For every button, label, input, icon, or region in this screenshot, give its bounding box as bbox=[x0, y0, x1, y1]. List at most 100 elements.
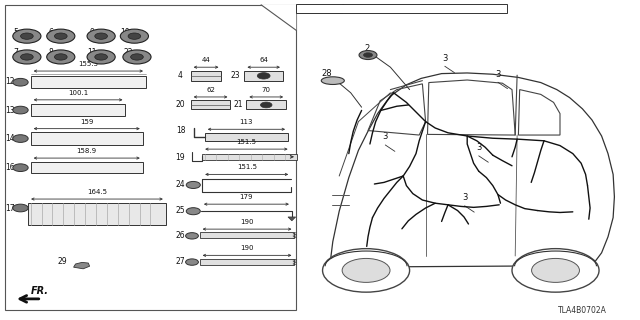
Bar bbox=[191, 71, 221, 81]
Text: 25: 25 bbox=[175, 206, 186, 215]
Text: TLA4B0702A: TLA4B0702A bbox=[558, 306, 607, 315]
Circle shape bbox=[20, 33, 33, 39]
Text: 22: 22 bbox=[124, 48, 132, 57]
Bar bbox=[31, 104, 125, 116]
Text: 21: 21 bbox=[234, 100, 243, 108]
Circle shape bbox=[87, 50, 115, 64]
Text: 3: 3 bbox=[495, 70, 500, 79]
Text: 18: 18 bbox=[176, 126, 185, 135]
Text: 12: 12 bbox=[5, 77, 14, 86]
Text: 6: 6 bbox=[49, 28, 54, 36]
Text: 29: 29 bbox=[58, 257, 68, 266]
Bar bbox=[31, 162, 143, 173]
Bar bbox=[31, 76, 146, 88]
Circle shape bbox=[364, 53, 372, 57]
Text: 28: 28 bbox=[321, 69, 332, 78]
Text: 3: 3 bbox=[383, 132, 388, 141]
Circle shape bbox=[323, 249, 410, 292]
Bar bbox=[202, 154, 297, 160]
Text: 8: 8 bbox=[49, 48, 54, 57]
Text: 1: 1 bbox=[340, 4, 345, 13]
Text: 3: 3 bbox=[462, 193, 467, 202]
Bar bbox=[5, 5, 296, 310]
Bar bbox=[200, 232, 294, 238]
Circle shape bbox=[13, 78, 28, 86]
Text: 62: 62 bbox=[206, 87, 215, 93]
Polygon shape bbox=[261, 5, 296, 30]
Text: 26: 26 bbox=[175, 231, 186, 240]
Circle shape bbox=[128, 33, 141, 39]
Text: 100.1: 100.1 bbox=[68, 90, 88, 96]
Bar bbox=[244, 71, 283, 81]
Circle shape bbox=[13, 204, 28, 212]
Circle shape bbox=[47, 50, 75, 64]
Text: 11: 11 bbox=[87, 48, 96, 57]
Bar bbox=[246, 100, 286, 109]
Circle shape bbox=[47, 29, 75, 43]
Bar bbox=[200, 259, 294, 265]
Bar bbox=[191, 100, 230, 109]
Circle shape bbox=[13, 29, 41, 43]
Circle shape bbox=[54, 54, 67, 60]
Text: 190: 190 bbox=[240, 219, 254, 225]
Bar bbox=[205, 133, 288, 141]
Text: 159: 159 bbox=[80, 119, 93, 124]
Circle shape bbox=[342, 259, 390, 282]
Text: 9: 9 bbox=[89, 28, 94, 36]
Polygon shape bbox=[74, 262, 90, 269]
Text: 113: 113 bbox=[239, 119, 253, 125]
Circle shape bbox=[87, 29, 115, 43]
Text: 19: 19 bbox=[175, 153, 186, 162]
Circle shape bbox=[359, 51, 377, 60]
Circle shape bbox=[20, 54, 33, 60]
Circle shape bbox=[13, 135, 28, 142]
Ellipse shape bbox=[321, 77, 344, 84]
Bar bbox=[31, 132, 143, 145]
Circle shape bbox=[95, 33, 108, 39]
Circle shape bbox=[131, 54, 143, 60]
Circle shape bbox=[120, 29, 148, 43]
Text: 16: 16 bbox=[4, 163, 15, 172]
Text: FR.: FR. bbox=[31, 286, 49, 296]
Text: 151.5: 151.5 bbox=[237, 164, 257, 170]
Text: 13: 13 bbox=[4, 106, 15, 115]
Circle shape bbox=[95, 54, 108, 60]
Text: 64: 64 bbox=[259, 57, 268, 63]
Text: 3: 3 bbox=[476, 143, 481, 152]
Circle shape bbox=[512, 249, 599, 292]
Circle shape bbox=[13, 50, 41, 64]
Circle shape bbox=[54, 33, 67, 39]
Circle shape bbox=[13, 106, 28, 114]
Circle shape bbox=[186, 259, 198, 265]
Text: 10: 10 bbox=[120, 28, 131, 36]
Polygon shape bbox=[288, 217, 296, 221]
Text: 24: 24 bbox=[175, 180, 186, 189]
Text: 179: 179 bbox=[239, 194, 253, 200]
Text: 20: 20 bbox=[175, 100, 186, 108]
Circle shape bbox=[13, 164, 28, 172]
Text: 2: 2 bbox=[364, 44, 369, 52]
Circle shape bbox=[186, 181, 200, 188]
Text: 17: 17 bbox=[4, 204, 15, 212]
Text: 44: 44 bbox=[202, 57, 211, 63]
Text: 14: 14 bbox=[4, 134, 15, 143]
Text: 190: 190 bbox=[240, 245, 254, 251]
Text: 158.9: 158.9 bbox=[77, 148, 97, 154]
Circle shape bbox=[186, 208, 200, 215]
Bar bbox=[296, 4, 507, 13]
Circle shape bbox=[186, 233, 198, 239]
Circle shape bbox=[260, 102, 272, 108]
Circle shape bbox=[123, 50, 151, 64]
Circle shape bbox=[257, 73, 270, 79]
Text: 70: 70 bbox=[262, 87, 271, 93]
Text: 23: 23 bbox=[230, 71, 241, 80]
Text: 5: 5 bbox=[13, 28, 19, 36]
Text: 4: 4 bbox=[178, 71, 183, 80]
Text: 151.5: 151.5 bbox=[236, 139, 257, 145]
Text: 155.3: 155.3 bbox=[78, 61, 99, 67]
Text: 164.5: 164.5 bbox=[87, 189, 107, 195]
Text: 7: 7 bbox=[13, 48, 19, 57]
Bar bbox=[28, 203, 166, 225]
Text: 27: 27 bbox=[175, 257, 186, 266]
Circle shape bbox=[532, 259, 579, 282]
